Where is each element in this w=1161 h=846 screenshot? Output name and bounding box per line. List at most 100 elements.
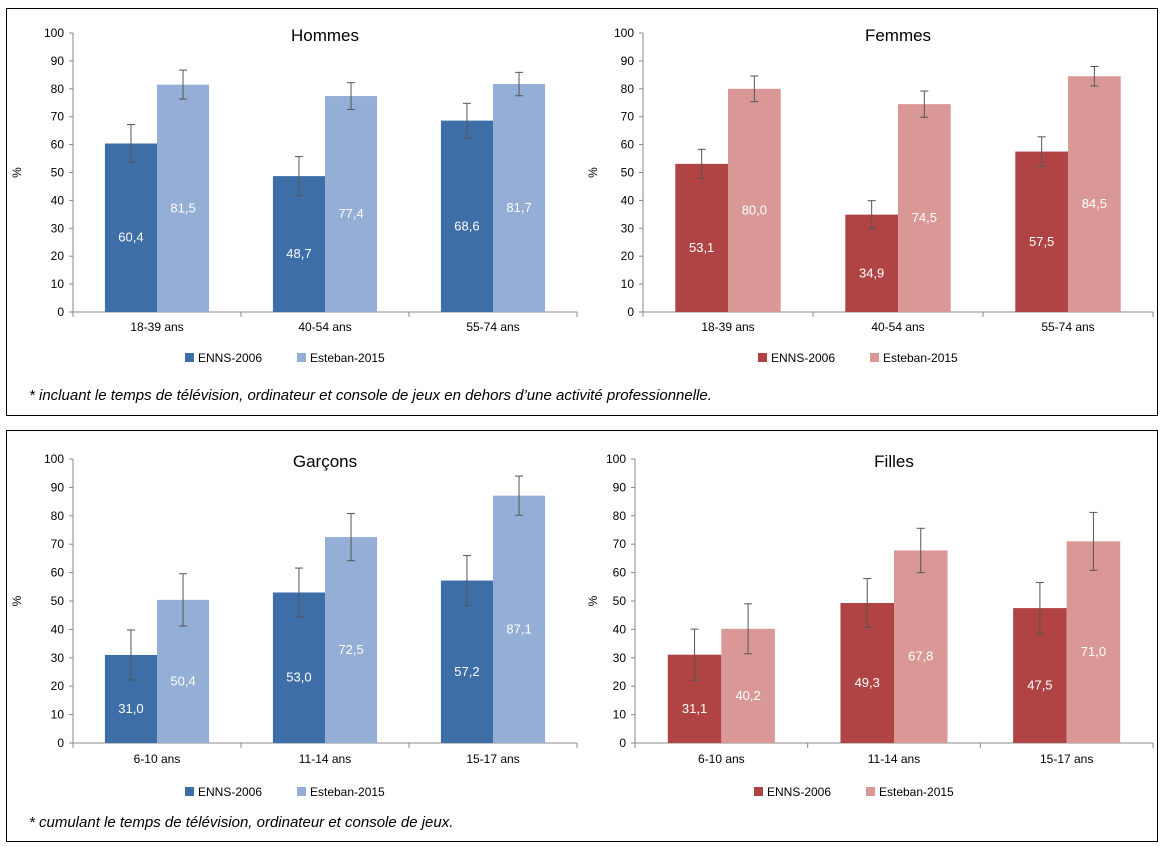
legend-swatch-enns-2006 [185, 353, 194, 362]
x-tick-label-18-39-ans: 18-39 ans [701, 320, 754, 334]
legend-swatch-enns-2006 [758, 353, 767, 362]
chart-garcons: Garçons 0 10 20 30 40 50 60 70 80 90 100% 6-10 ans 31… [10, 452, 578, 799]
bar-esteban-2015-18-39-ans [157, 84, 210, 313]
y-tick-label: 40 [51, 193, 65, 207]
y-tick-label: 90 [613, 480, 627, 494]
y-tick-label: 50 [51, 166, 65, 180]
y-tick-label: 60 [621, 138, 635, 152]
x-tick-label-15-17-ans: 15-17 ans [466, 752, 519, 766]
y-tick-label: 80 [621, 82, 635, 96]
legend-swatch-enns-2006 [185, 787, 194, 796]
y-tick-label: 70 [613, 537, 627, 551]
y-tick-label: 80 [613, 509, 627, 523]
legend-label-esteban-2015: Esteban-2015 [310, 785, 385, 799]
bar-enns-2006-11-14-ans [272, 592, 325, 743]
legend-swatch-esteban-2015 [870, 353, 879, 362]
y-tick-label: 40 [51, 622, 65, 636]
data-label-enns-2006-55-74-ans: 57,5 [1029, 234, 1054, 249]
legend-swatch-enns-2006 [754, 787, 763, 796]
legend-label-enns-2006: ENNS-2006 [198, 785, 262, 799]
data-label-esteban-2015-18-39-ans: 80,0 [742, 202, 767, 217]
panel-adults: Hommes 0 10 20 30 40 50 60 70 80 90 100% 18-39 ans 60… [6, 8, 1158, 416]
x-tick-label-40-54-ans: 40-54 ans [871, 320, 924, 334]
y-tick-label: 0 [57, 736, 64, 750]
y-tick-label: 90 [51, 480, 65, 494]
legend-label-enns-2006: ENNS-2006 [771, 351, 835, 365]
data-label-esteban-2015-18-39-ans: 81,5 [170, 200, 195, 215]
bar-esteban-2015-15-17-ans [1066, 541, 1121, 743]
bar-esteban-2015-55-74-ans [1068, 76, 1121, 313]
x-tick-label-11-14-ans: 11-14 ans [299, 752, 351, 766]
chart-title: Hommes [291, 26, 359, 45]
data-label-esteban-2015-15-17-ans: 87,1 [506, 621, 531, 636]
y-tick-label: 10 [621, 277, 635, 291]
bar-esteban-2015-55-74-ans [493, 84, 546, 312]
chart-femmes: Femmes 0 10 20 30 40 50 60 70 80 90 100% 18-39 ans 53… [586, 26, 1154, 365]
y-tick-label: 20 [613, 679, 627, 693]
x-tick-label-6-10-ans: 6-10 ans [698, 752, 745, 766]
data-label-enns-2006-18-39-ans: 53,1 [689, 240, 714, 255]
data-label-enns-2006-6-10-ans: 31,1 [682, 701, 707, 716]
bar-esteban-2015-15-17-ans [493, 495, 546, 743]
x-tick-label-11-14-ans: 11-14 ans [868, 752, 920, 766]
x-tick-label-18-39-ans: 18-39 ans [130, 320, 183, 334]
y-tick-label: 10 [613, 708, 627, 722]
bar-enns-2006-40-54-ans [272, 176, 325, 312]
legend-swatch-esteban-2015 [866, 787, 875, 796]
y-tick-label: 50 [51, 594, 65, 608]
y-tick-label: 30 [613, 651, 627, 665]
y-tick-label: 70 [621, 110, 635, 124]
legend-label-enns-2006: ENNS-2006 [198, 351, 262, 365]
y-tick-label: 90 [621, 54, 635, 68]
y-tick-label: 100 [614, 26, 634, 40]
data-label-esteban-2015-6-10-ans: 50,4 [170, 673, 195, 688]
y-tick-label: 30 [621, 221, 635, 235]
y-tick-label: 20 [51, 679, 65, 693]
data-label-enns-2006-40-54-ans: 34,9 [859, 265, 884, 280]
bar-enns-2006-55-74-ans [440, 120, 493, 312]
bar-esteban-2015-11-14-ans [325, 537, 378, 743]
x-tick-label-55-74-ans: 55-74 ans [1041, 320, 1094, 334]
y-axis-label: % [586, 167, 600, 178]
legend-swatch-esteban-2015 [297, 787, 306, 796]
legend-label-esteban-2015: Esteban-2015 [883, 351, 958, 365]
chart-title: Filles [874, 452, 914, 471]
y-tick-label: 10 [51, 277, 65, 291]
y-tick-label: 80 [51, 82, 65, 96]
legend-swatch-esteban-2015 [297, 353, 306, 362]
y-tick-label: 50 [613, 594, 627, 608]
data-label-enns-2006-11-14-ans: 49,3 [855, 675, 880, 690]
legend-label-enns-2006: ENNS-2006 [767, 785, 831, 799]
data-label-enns-2006-18-39-ans: 60,4 [118, 230, 143, 245]
legend-label-esteban-2015: Esteban-2015 [879, 785, 954, 799]
y-tick-label: 40 [621, 193, 635, 207]
bar-esteban-2015-40-54-ans [325, 96, 378, 312]
y-tick-label: 50 [621, 166, 635, 180]
y-axis-label: % [586, 595, 600, 606]
bar-esteban-2015-18-39-ans [728, 88, 781, 312]
data-label-esteban-2015-11-14-ans: 72,5 [338, 642, 363, 657]
y-tick-label: 0 [57, 305, 64, 319]
bar-enns-2006-15-17-ans [440, 580, 493, 743]
bar-enns-2006-18-39-ans [104, 143, 157, 312]
y-tick-label: 30 [51, 221, 65, 235]
bar-enns-2006-55-74-ans [1015, 151, 1068, 312]
x-tick-label-6-10-ans: 6-10 ans [134, 752, 181, 766]
y-tick-label: 100 [44, 26, 64, 40]
data-label-esteban-2015-40-54-ans: 77,4 [338, 206, 363, 221]
y-tick-label: 60 [613, 566, 627, 580]
footnote-children: * cumulant le temps de télévision, ordin… [29, 814, 454, 831]
y-tick-label: 60 [51, 138, 65, 152]
y-tick-label: 70 [51, 110, 65, 124]
y-tick-label: 100 [44, 452, 64, 466]
footnote-adults: * incluant le temps de télévision, ordin… [29, 387, 712, 404]
y-tick-label: 40 [613, 622, 627, 636]
data-label-enns-2006-15-17-ans: 47,5 [1027, 678, 1052, 693]
data-label-enns-2006-6-10-ans: 31,0 [118, 701, 143, 716]
data-label-esteban-2015-55-74-ans: 81,7 [506, 200, 531, 215]
y-tick-label: 80 [51, 509, 65, 523]
x-tick-label-40-54-ans: 40-54 ans [298, 320, 351, 334]
chart-hommes: Hommes 0 10 20 30 40 50 60 70 80 90 100% 18-39 ans 60… [10, 26, 578, 365]
data-label-esteban-2015-11-14-ans: 67,8 [908, 649, 933, 664]
y-tick-label: 20 [51, 249, 65, 263]
